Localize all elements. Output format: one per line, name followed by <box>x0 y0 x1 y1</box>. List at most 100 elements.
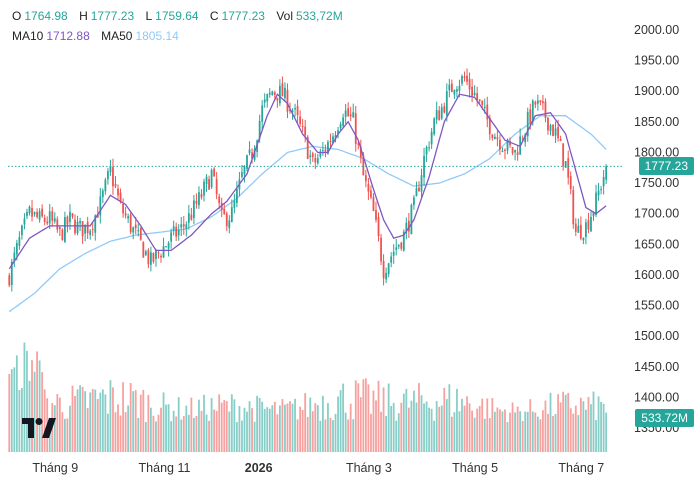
ma10-line <box>8 93 607 270</box>
candle-body <box>493 136 496 140</box>
candle-body <box>359 146 362 158</box>
candle-body <box>8 275 11 286</box>
candle-body <box>342 117 345 126</box>
volume-bar <box>587 396 590 452</box>
candle-body <box>124 213 127 216</box>
volume-bar <box>248 401 251 452</box>
y-tick-label: 1400.00 <box>634 390 679 404</box>
volume-bar <box>321 395 324 452</box>
candle-body <box>367 184 370 192</box>
candle-body <box>559 139 562 141</box>
candle-body <box>516 152 519 155</box>
ma50-value: 1805.14 <box>135 29 179 43</box>
candle-body <box>327 141 329 154</box>
candle-body <box>56 219 59 230</box>
volume-bar <box>458 411 461 452</box>
candle-body <box>243 166 246 175</box>
volume-bar <box>175 416 178 452</box>
volume-bar <box>397 413 400 452</box>
volume-bar <box>225 401 228 452</box>
volume-bar <box>514 412 516 452</box>
candle-body <box>271 91 274 96</box>
candle-body <box>534 101 537 105</box>
candle-body <box>144 251 147 255</box>
candle-body <box>506 139 509 151</box>
candle-body <box>585 222 587 237</box>
volume-bar <box>165 404 167 452</box>
volume-bar <box>278 405 281 452</box>
candle-body <box>155 250 157 259</box>
candle-body <box>549 125 552 132</box>
candle-body <box>248 149 251 153</box>
volume-bar <box>529 399 532 452</box>
volume-bar <box>400 402 403 452</box>
candle-body <box>289 109 291 111</box>
candle-body <box>296 106 299 116</box>
volume-bar <box>314 403 317 452</box>
candle-body <box>377 217 380 237</box>
candle-body <box>218 196 221 204</box>
candle-body <box>149 252 152 265</box>
candle-body <box>380 237 382 262</box>
volume-bar <box>415 402 418 452</box>
volume-bar <box>299 406 302 452</box>
candle-body <box>413 197 415 206</box>
candle-body <box>112 167 114 187</box>
candle-body <box>253 149 256 160</box>
volume-bar <box>76 389 79 452</box>
candle-body <box>511 147 514 154</box>
candle-body <box>263 99 266 103</box>
candle-body <box>309 155 312 158</box>
candle-body <box>440 107 443 119</box>
volume-bar <box>506 422 509 452</box>
volume-bar <box>104 394 107 452</box>
y-tick-label: 1750.00 <box>634 176 679 190</box>
volume-bar <box>445 399 448 452</box>
volume-bar <box>448 384 451 452</box>
volume-bar <box>139 394 142 452</box>
volume-bar <box>329 417 332 452</box>
candle-body <box>362 154 365 176</box>
candle-body <box>347 108 350 116</box>
candle-body <box>127 216 130 219</box>
volume-bar <box>438 406 441 452</box>
candle-body <box>316 158 319 164</box>
volume-bar <box>504 409 506 452</box>
volume-bar <box>38 360 41 452</box>
candle-body <box>139 227 142 240</box>
volume-bar <box>56 394 59 452</box>
candle-body <box>276 97 279 101</box>
volume-bar <box>210 398 213 452</box>
volume-bar <box>208 420 210 452</box>
candle-body <box>182 224 185 227</box>
candle-body <box>101 190 104 198</box>
ma50-label: MA50 <box>101 29 133 43</box>
y-tick-label: 1800.00 <box>634 145 679 159</box>
volume-bar <box>585 409 587 452</box>
y-tick-label: 1950.00 <box>634 54 679 68</box>
volume-bar <box>8 374 11 452</box>
volume-bar <box>230 394 233 452</box>
volume-bar <box>21 387 23 452</box>
volume-bar <box>592 391 595 452</box>
volume-bar <box>544 400 547 452</box>
candle-body <box>147 250 150 265</box>
volume-bar <box>261 401 264 452</box>
volume-bar <box>319 420 322 452</box>
volume-bar <box>134 390 137 452</box>
candle-body <box>23 218 26 225</box>
candle-body <box>213 168 216 177</box>
candle-body <box>160 255 162 258</box>
volume-bar <box>309 397 312 452</box>
candle-body <box>481 100 484 105</box>
candle-body <box>402 231 405 251</box>
candle-body <box>10 261 13 286</box>
volume-bar <box>246 411 248 452</box>
volume-bar <box>478 405 481 452</box>
candle-body <box>364 175 367 182</box>
candle-body <box>354 113 357 144</box>
volume-bar <box>114 412 117 452</box>
volume-bar <box>286 403 289 452</box>
